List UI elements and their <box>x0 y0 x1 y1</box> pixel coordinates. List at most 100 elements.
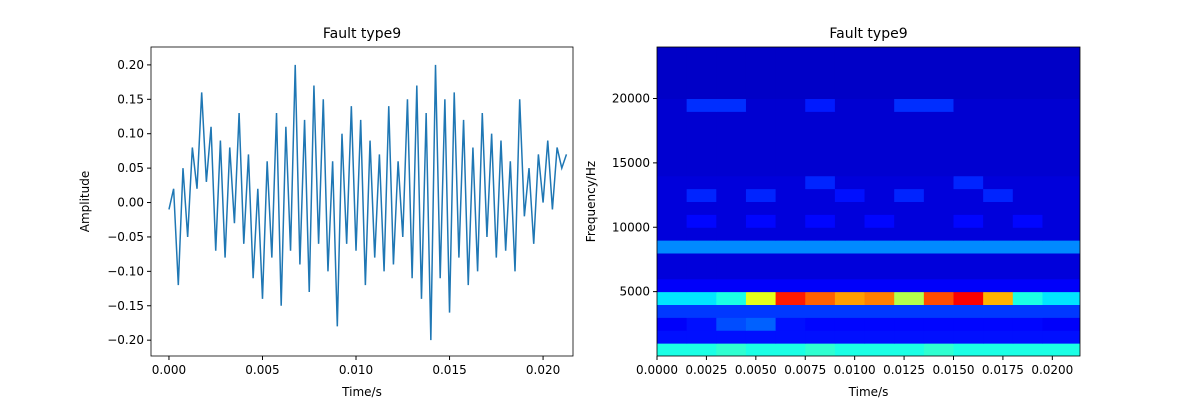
heatmap-cell <box>923 98 954 112</box>
heatmap-cell <box>716 124 747 138</box>
heatmap-cell <box>923 343 954 356</box>
heatmap-cell <box>657 150 688 164</box>
heatmap-cell <box>894 201 925 215</box>
heatmap-cell <box>775 175 806 190</box>
heatmap-cell <box>894 304 925 318</box>
heatmap-cell <box>864 98 895 112</box>
heatmap-cell <box>1012 253 1043 267</box>
heatmap-cell <box>745 188 777 202</box>
heatmap-cell <box>716 240 747 254</box>
heatmap-cell <box>864 317 895 331</box>
x-axis-label: Time/s <box>341 385 382 399</box>
y-tick-label: −0.20 <box>107 333 144 347</box>
heatmap-cell <box>1012 137 1043 151</box>
heatmap-cell <box>983 85 1014 99</box>
heatmap-cell <box>686 72 717 87</box>
heatmap-cell <box>657 188 688 202</box>
heatmap-cell <box>953 124 984 138</box>
heatmap-cell <box>894 162 925 177</box>
x-tick-label: 0.0200 <box>1031 363 1073 377</box>
heatmap-cell <box>953 59 984 74</box>
heatmap-cell <box>834 188 866 202</box>
heatmap-cell <box>686 330 717 344</box>
heatmap-cell <box>775 240 806 254</box>
heatmap-cell <box>745 253 777 267</box>
heatmap-cell <box>894 330 925 344</box>
heatmap-cell <box>953 317 984 331</box>
heatmap-cell <box>716 162 747 177</box>
heatmap-cell <box>775 265 806 280</box>
heatmap-cell <box>894 291 925 305</box>
heatmap-cell <box>716 278 747 293</box>
heatmap-cell <box>834 227 866 241</box>
heatmap-cell <box>894 72 925 87</box>
heatmap-cell <box>864 111 895 125</box>
heatmap-cell <box>1012 291 1043 305</box>
y-tick-label: 0.00 <box>117 196 144 210</box>
heatmap-cell <box>1012 304 1043 318</box>
plot-area <box>657 47 1080 356</box>
heatmap-cell <box>745 227 777 241</box>
heatmap-cell <box>686 343 717 356</box>
heatmap-cell <box>894 59 925 74</box>
heatmap-cell <box>894 175 925 190</box>
heatmap-cell <box>805 85 836 99</box>
heatmap-cell <box>834 111 866 125</box>
heatmap-cell <box>894 253 925 267</box>
heatmap-cell <box>894 317 925 331</box>
y-tick-label: 0.10 <box>117 127 144 141</box>
heatmap-cell <box>657 137 688 151</box>
heatmap-cell <box>894 188 925 202</box>
heatmap-cell <box>745 137 777 151</box>
heatmap-cell <box>775 304 806 318</box>
heatmap-cell <box>894 150 925 164</box>
x-tick-label: 0.010 <box>339 363 373 377</box>
heatmap-cell <box>983 317 1014 331</box>
heatmap-cell <box>894 124 925 138</box>
heatmap-cell <box>775 330 806 344</box>
heatmap-cell <box>745 265 777 280</box>
heatmap-cell <box>923 47 954 61</box>
heatmap-cell <box>953 304 984 318</box>
heatmap-cell <box>745 111 777 125</box>
heatmap-cell <box>775 85 806 99</box>
heatmap-cell <box>834 59 866 74</box>
heatmap-cell <box>894 47 925 61</box>
x-tick-label: 0.0125 <box>883 363 925 377</box>
heatmap-cell <box>834 85 866 99</box>
heatmap-cell <box>775 162 806 177</box>
y-axis-label: Amplitude <box>78 171 92 233</box>
heatmap-cell <box>716 59 747 74</box>
heatmap-cell <box>716 137 747 151</box>
heatmap-cell <box>923 304 954 318</box>
heatmap-cell <box>686 98 717 112</box>
heatmap-cell <box>686 175 717 190</box>
heatmap-cell <box>745 162 777 177</box>
heatmap-cell <box>864 85 895 99</box>
heatmap-cell <box>657 291 688 305</box>
heatmap-cell <box>805 304 836 318</box>
heatmap-cell <box>745 304 777 318</box>
heatmap-cell <box>1012 162 1043 177</box>
heatmap-cell <box>864 240 895 254</box>
heatmap-cell <box>834 291 866 305</box>
heatmap-cell <box>657 47 688 61</box>
heatmap-cell <box>1012 240 1043 254</box>
heatmap-cell <box>1012 227 1043 241</box>
heatmap-cell <box>745 47 777 61</box>
heatmap-cell <box>775 150 806 164</box>
heatmap-cell <box>983 214 1014 228</box>
heatmap-cell <box>1042 265 1080 280</box>
heatmap-cell <box>805 214 836 228</box>
heatmap-cell <box>953 201 984 215</box>
heatmap-cell <box>657 278 688 293</box>
heatmap-cell <box>745 124 777 138</box>
y-tick-label: 15000 <box>612 156 650 170</box>
heatmap-cell <box>953 188 984 202</box>
heatmap-cell <box>834 175 866 190</box>
heatmap-cell <box>805 188 836 202</box>
heatmap-cell <box>953 175 984 190</box>
y-tick-label: −0.15 <box>107 299 144 313</box>
heatmap-cell <box>834 240 866 254</box>
